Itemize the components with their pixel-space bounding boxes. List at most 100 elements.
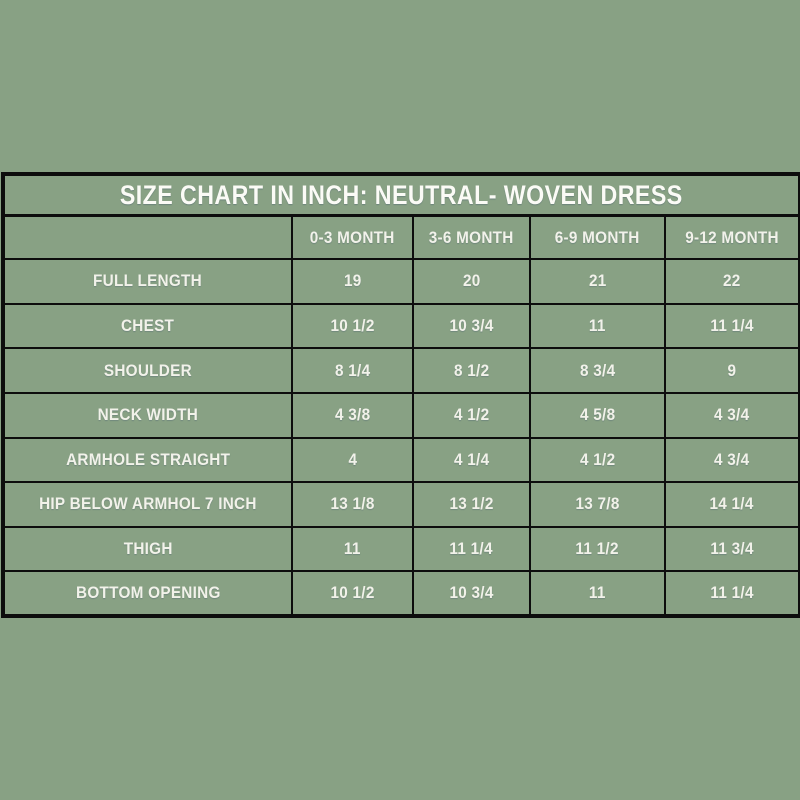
- cell-value-text: 10 3/4: [449, 316, 494, 336]
- cell-value: 4 1/4: [412, 436, 531, 484]
- table-row-neck-width: NECK WIDTH 4 3/8 4 1/2 4 5/8 4 3/4: [2, 391, 800, 439]
- column-header-9-12-month: 9-12 MONTH: [663, 214, 800, 261]
- row-label: HIP BELOW ARMHOL 7 INCH: [39, 494, 257, 514]
- row-label: SHOULDER: [103, 360, 193, 380]
- row-label: CHEST: [121, 316, 175, 336]
- cell-value-text: 11 1/4: [710, 316, 754, 336]
- cell-value-text: 10 3/4: [449, 583, 494, 603]
- row-label-shoulder: SHOULDER: [2, 347, 293, 394]
- table-row-full-length: FULL LENGTH 19 20 21 22: [2, 258, 800, 305]
- column-header-3-6-month: 3-6 MONTH: [412, 214, 531, 261]
- table-row-armhole-straight: ARMHOLE STRAIGHT 4 4 1/4 4 1/2 4 3/4: [2, 436, 800, 484]
- cell-value: 10 1/2: [291, 570, 414, 617]
- cell-value-text: 8 1/2: [453, 360, 490, 380]
- cell-value: 13 7/8: [529, 481, 666, 528]
- table-row-shoulder: SHOULDER 8 1/4 8 1/2 8 3/4 9: [2, 347, 800, 394]
- row-label: BOTTOM OPENING: [75, 583, 221, 603]
- row-label: FULL LENGTH: [93, 271, 203, 291]
- cell-value-text: 13 7/8: [575, 494, 620, 514]
- cell-value-text: 13 1/2: [449, 494, 494, 514]
- column-header-label: 3-6 MONTH: [429, 227, 514, 247]
- cell-value: 14 1/4: [663, 481, 800, 528]
- row-label-neck-width: NECK WIDTH: [2, 391, 293, 439]
- cell-value-text: 10 1/2: [330, 583, 375, 603]
- cell-value: 21: [529, 258, 666, 305]
- cell-value: 4 1/2: [412, 391, 531, 439]
- cell-value-text: 21: [588, 271, 607, 291]
- cell-value: 19: [291, 258, 414, 305]
- cell-value: 10 3/4: [412, 570, 531, 617]
- column-header-0-3-month: 0-3 MONTH: [291, 214, 414, 261]
- cell-value: 11 1/4: [663, 570, 800, 617]
- cell-value-text: 4: [348, 449, 357, 469]
- cell-value-text: 4 1/2: [453, 405, 490, 425]
- cell-value-text: 9: [727, 360, 737, 380]
- cell-value: 10 3/4: [412, 302, 531, 350]
- cell-value-text: 4 3/4: [714, 405, 750, 425]
- table-row-thigh: THIGH 11 11 1/4 11 1/2 11 3/4: [2, 525, 800, 573]
- cell-value-text: 13 1/8: [330, 494, 375, 514]
- row-label: ARMHOLE STRAIGHT: [65, 449, 231, 469]
- cell-value: 13 1/8: [291, 481, 414, 528]
- cell-value: 11 3/4: [663, 525, 800, 573]
- cell-value: 4 3/8: [291, 391, 414, 439]
- column-header-6-9-month: 6-9 MONTH: [529, 214, 666, 261]
- cell-value: 4 3/4: [663, 391, 800, 439]
- cell-value-text: 11 1/4: [710, 583, 754, 603]
- row-label-hip-below-armhol: HIP BELOW ARMHOL 7 INCH: [2, 481, 293, 528]
- row-label: THIGH: [123, 539, 173, 558]
- cell-value: 8 3/4: [529, 347, 666, 394]
- row-label: NECK WIDTH: [97, 405, 199, 425]
- row-label-armhole-straight: ARMHOLE STRAIGHT: [2, 436, 293, 484]
- cell-value: 4 5/8: [529, 391, 666, 439]
- corner-cell: [2, 214, 293, 261]
- cell-value: 4 3/4: [663, 436, 800, 484]
- cell-value-text: 4 5/8: [579, 405, 616, 425]
- cell-value: 20: [412, 258, 531, 305]
- cell-value-text: 11: [344, 539, 361, 558]
- cell-value: 11: [291, 525, 414, 573]
- cell-value-text: 8 1/4: [334, 360, 371, 380]
- cell-value-text: 4 3/8: [334, 405, 371, 425]
- cell-value-text: 4 1/4: [453, 449, 490, 469]
- row-label-chest: CHEST: [2, 302, 293, 350]
- column-header-row: 0-3 MONTH 3-6 MONTH 6-9 MONTH 9-12 MONTH: [2, 214, 800, 261]
- cell-value-text: 4 1/2: [579, 449, 616, 469]
- column-header-label: 9-12 MONTH: [685, 227, 779, 247]
- row-label-full-length: FULL LENGTH: [2, 258, 293, 305]
- cell-value-text: 11: [589, 583, 606, 603]
- cell-value: 11 1/4: [663, 302, 800, 350]
- cell-value: 8 1/2: [412, 347, 531, 394]
- table-row-chest: CHEST 10 1/2 10 3/4 11 11 1/4: [2, 302, 800, 350]
- cell-value: 11: [529, 570, 666, 617]
- size-chart-title-cell: SIZE CHART IN INCH: NEUTRAL- WOVEN DRESS: [1, 173, 800, 218]
- cell-value: 11: [529, 302, 666, 350]
- cell-value-text: 11 1/2: [575, 539, 620, 558]
- row-label-bottom-opening: BOTTOM OPENING: [2, 570, 293, 617]
- cell-value-text: 19: [343, 271, 362, 291]
- cell-value-text: 14 1/4: [709, 494, 755, 514]
- column-header-label: 0-3 MONTH: [310, 227, 395, 247]
- cell-value: 22: [663, 258, 800, 305]
- cell-value: 10 1/2: [291, 302, 414, 350]
- cell-value: 4 1/2: [529, 436, 666, 484]
- cell-value-text: 11 3/4: [710, 539, 754, 558]
- cell-value: 8 1/4: [291, 347, 414, 394]
- cell-value-text: 11 1/4: [449, 539, 494, 558]
- cell-value: 13 1/2: [412, 481, 531, 528]
- size-chart-table: SIZE CHART IN INCH: NEUTRAL- WOVEN DRESS…: [1, 172, 800, 618]
- cell-value: 9: [663, 347, 800, 394]
- cell-value-text: 11: [589, 316, 606, 336]
- size-chart-title: SIZE CHART IN INCH: NEUTRAL- WOVEN DRESS: [120, 179, 683, 210]
- cell-value: 11 1/2: [529, 525, 666, 573]
- table-row-bottom-opening: BOTTOM OPENING 10 1/2 10 3/4 11 11 1/4: [2, 570, 800, 617]
- title-row: SIZE CHART IN INCH: NEUTRAL- WOVEN DRESS: [1, 173, 800, 218]
- cell-value-text: 8 3/4: [579, 360, 616, 380]
- cell-value-text: 20: [462, 271, 481, 291]
- cell-value: 11 1/4: [412, 525, 531, 573]
- cell-value-text: 4 3/4: [714, 449, 750, 469]
- cell-value-text: 22: [723, 271, 741, 291]
- cell-value: 4: [291, 436, 414, 484]
- table-row-hip-below-armhol: HIP BELOW ARMHOL 7 INCH 13 1/8 13 1/2 13…: [2, 481, 800, 528]
